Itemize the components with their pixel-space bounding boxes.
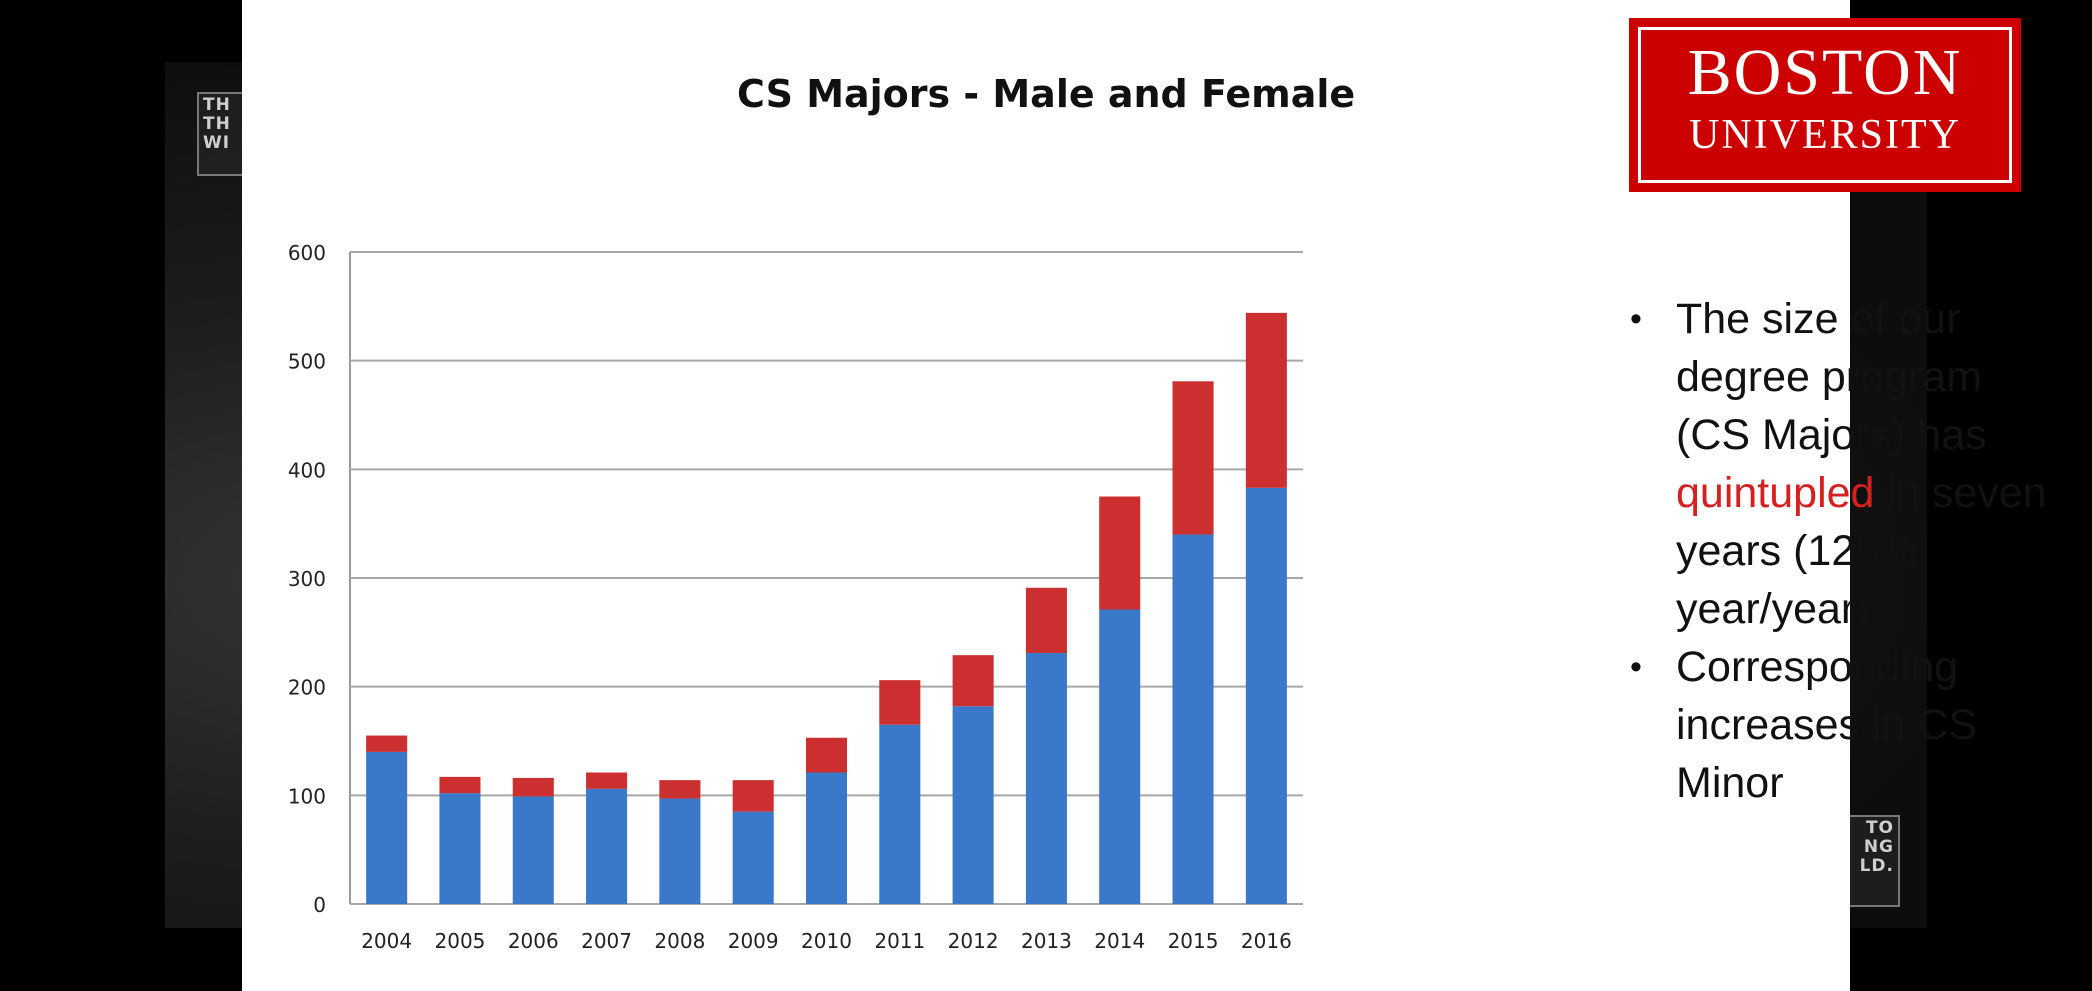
y-tick-label: 100 — [288, 784, 326, 808]
bullet-highlight: quintupled — [1676, 469, 1875, 517]
logo-line-2: UNIVERSITY — [1689, 112, 1961, 158]
bar-segment-blue — [879, 724, 921, 904]
x-tick-label: 2005 — [435, 929, 486, 953]
background-sign-right: TO NG LD. — [1848, 815, 1900, 907]
bullet-item-minor: • Corresponding increases in CS Minor — [1624, 638, 2064, 812]
x-tick-label: 2006 — [508, 929, 559, 953]
bullet-list: • The size of our degree program (CS Maj… — [1624, 290, 2064, 812]
x-tick-label: 2004 — [361, 929, 412, 953]
bar-segment-red — [732, 780, 774, 812]
bar-segment-blue — [952, 706, 994, 904]
bullet-text-after: in seven years (125% year/year) — [1676, 469, 2047, 633]
x-tick-label: 2009 — [728, 929, 779, 953]
y-tick-label: 300 — [288, 567, 326, 591]
x-tick-label: 2016 — [1241, 929, 1292, 953]
boston-university-logo: BOSTON UNIVERSITY — [1629, 18, 2021, 192]
x-tick-label: 2015 — [1168, 929, 1219, 953]
bar-segment-blue — [1099, 609, 1141, 904]
bar-segment-blue — [1025, 652, 1067, 904]
bar-segment-red — [952, 655, 994, 707]
logo-line-1: BOSTON — [1687, 36, 1963, 109]
bullet-item-degree-growth: • The size of our degree program (CS Maj… — [1624, 290, 2064, 638]
bar-segment-red — [439, 776, 481, 794]
bullet-text-before: The size of our degree program (CS Major… — [1676, 295, 1987, 459]
bar-segment-red — [1099, 496, 1141, 610]
bar-segment-red — [366, 735, 408, 752]
bar-segment-red — [805, 737, 848, 773]
x-tick-label: 2010 — [801, 929, 852, 953]
x-tick-label: 2007 — [581, 929, 632, 953]
bar-segment-red — [1172, 381, 1214, 535]
x-tick-label: 2014 — [1094, 929, 1145, 953]
bar-segment-blue — [366, 751, 408, 904]
bar-segment-red — [1025, 587, 1067, 653]
y-tick-label: 0 — [313, 893, 326, 917]
y-tick-label: 600 — [288, 241, 326, 265]
background-sign-left: TH TH WI — [197, 92, 245, 176]
bar-segment-blue — [1172, 534, 1214, 904]
bar-segment-blue — [1245, 487, 1287, 904]
y-tick-label: 200 — [288, 676, 326, 700]
bullet-text: Corresponding increases in CS Minor — [1676, 643, 1978, 807]
bar-segment-blue — [512, 796, 554, 904]
bar-segment-blue — [732, 811, 774, 904]
y-tick-label: 400 — [288, 458, 326, 482]
bar-segment-red — [586, 772, 628, 789]
bar-segment-blue — [805, 772, 848, 904]
x-tick-label: 2008 — [654, 929, 705, 953]
bar-segment-red — [879, 680, 921, 725]
bullet-dot: • — [1630, 300, 1642, 338]
x-tick-label: 2011 — [874, 929, 925, 953]
x-tick-label: 2012 — [948, 929, 999, 953]
bar-segment-red — [1245, 312, 1287, 488]
bar-segment-red — [512, 777, 554, 797]
chart-title: CS Majors - Male and Female — [737, 72, 1356, 116]
bullet-dot: • — [1630, 648, 1642, 686]
bar-segment-blue — [586, 788, 628, 904]
y-tick-label: 500 — [288, 350, 326, 374]
bar-segment-blue — [659, 798, 701, 904]
bar-segment-blue — [439, 793, 481, 904]
logo-border — [1638, 27, 2012, 183]
bar-segment-red — [659, 780, 701, 799]
x-tick-label: 2013 — [1021, 929, 1072, 953]
